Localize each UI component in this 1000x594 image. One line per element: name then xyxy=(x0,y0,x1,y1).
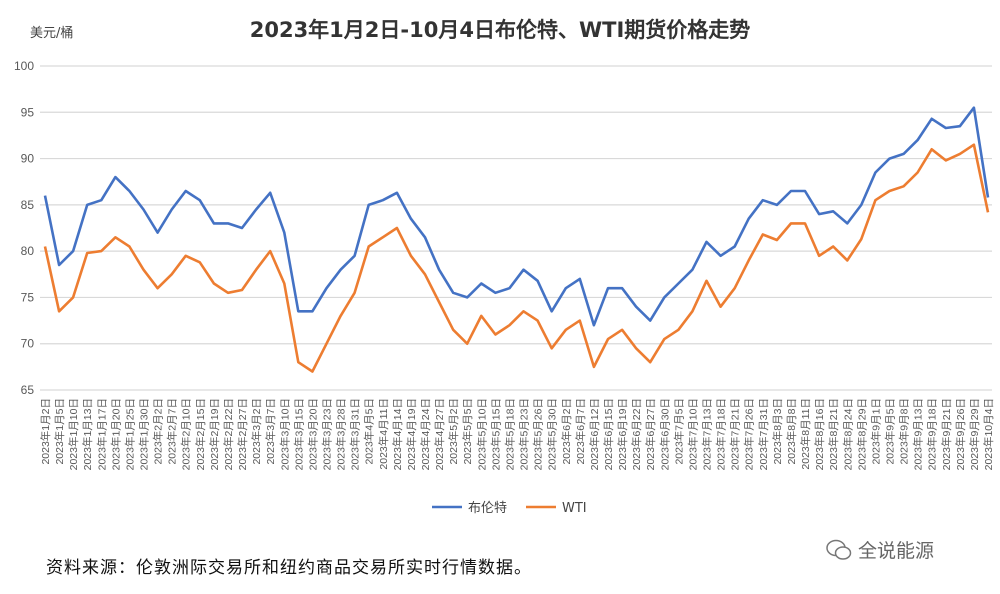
y-tick-label: 100 xyxy=(14,59,34,73)
x-tick-label: 2023年3月20日 xyxy=(306,398,319,470)
x-tick-label: 2023年5月10日 xyxy=(475,398,488,470)
x-tick-label: 2023年7月21日 xyxy=(729,398,742,470)
x-tick-label: 2023年6月12日 xyxy=(588,398,601,470)
x-tick-label: 2023年6月7日 xyxy=(574,398,587,465)
x-tick-label: 2023年4月11日 xyxy=(377,398,390,470)
x-tick-label: 2023年8月21日 xyxy=(827,398,840,470)
series-line-wti xyxy=(43,143,990,373)
x-tick-label: 2023年10月4日 xyxy=(982,398,995,470)
x-tick-label: 2023年1月17日 xyxy=(95,398,108,470)
x-tick-label: 2023年9月26日 xyxy=(954,398,967,470)
x-tick-label: 2023年7月10日 xyxy=(686,398,699,470)
x-tick-label: 2023年7月5日 xyxy=(672,398,685,465)
x-tick-label: 2023年1月5日 xyxy=(53,398,66,465)
x-tick-label: 2023年3月10日 xyxy=(278,398,291,470)
x-tick-label: 2023年1月2日 xyxy=(39,398,52,465)
x-tick-label: 2023年2月7日 xyxy=(166,398,179,465)
x-tick-label: 2023年9月5日 xyxy=(883,398,896,465)
x-tick-label: 2023年7月26日 xyxy=(743,398,756,470)
legend-label: WTI xyxy=(562,501,587,516)
x-tick-label: 2023年4月24日 xyxy=(419,398,432,470)
x-tick-label: 2023年9月1日 xyxy=(869,398,882,465)
x-tick-label: 2023年7月31日 xyxy=(757,398,770,470)
chart-title: 2023年1月2日-10月4日布伦特、WTI期货价格走势 xyxy=(249,18,751,42)
y-tick-label: 70 xyxy=(21,337,35,351)
y-tick-label: 75 xyxy=(21,290,35,304)
x-tick-label: 2023年9月29日 xyxy=(968,398,981,470)
x-tick-label: 2023年5月2日 xyxy=(447,398,460,465)
x-tick-label: 2023年1月20日 xyxy=(109,398,122,470)
x-tick-label: 2023年3月23日 xyxy=(320,398,333,470)
x-tick-label: 2023年7月18日 xyxy=(715,398,728,470)
x-tick-label: 2023年8月8日 xyxy=(785,398,798,465)
x-tick-label: 2023年1月10日 xyxy=(67,398,80,470)
legend-label: 布伦特 xyxy=(468,501,507,516)
x-tick-label: 2023年5月30日 xyxy=(546,398,559,470)
x-tick-label: 2023年3月28日 xyxy=(335,398,348,470)
x-tick-label: 2023年6月30日 xyxy=(658,398,671,470)
x-tick-label: 2023年9月18日 xyxy=(926,398,939,470)
x-tick-label: 2023年4月27日 xyxy=(433,398,446,470)
x-tick-label: 2023年3月15日 xyxy=(292,398,305,470)
x-tick-label: 2023年6月19日 xyxy=(616,398,629,470)
x-tick-label: 2023年9月8日 xyxy=(898,398,911,465)
x-tick-label: 2023年2月15日 xyxy=(194,398,207,470)
x-tick-label: 2023年2月2日 xyxy=(152,398,165,465)
x-tick-label: 2023年5月15日 xyxy=(489,398,502,470)
x-tick-label: 2023年4月14日 xyxy=(391,398,404,470)
y-axis-unit: 美元/桶 xyxy=(30,26,74,41)
y-tick-label: 65 xyxy=(21,383,35,397)
y-tick-label: 95 xyxy=(21,105,35,119)
x-tick-label: 2023年4月19日 xyxy=(405,398,418,470)
x-tick-label: 2023年8月24日 xyxy=(841,398,854,470)
x-tick-label: 2023年6月27日 xyxy=(644,398,657,470)
x-tick-label: 2023年3月7日 xyxy=(264,398,277,465)
x-tick-label: 2023年1月25日 xyxy=(123,398,136,470)
x-tick-label: 2023年1月30日 xyxy=(138,398,151,470)
x-tick-label: 2023年1月13日 xyxy=(81,398,94,470)
y-tick-label: 80 xyxy=(21,244,35,258)
x-tick-label: 2023年8月3日 xyxy=(771,398,784,465)
x-tick-label: 2023年5月23日 xyxy=(518,398,531,470)
source-note: 资料来源：伦敦洲际交易所和纽约商品交易所实时行情数据。 xyxy=(46,558,532,578)
x-tick-label: 2023年5月5日 xyxy=(461,398,474,465)
watermark: 全说能源 xyxy=(826,536,934,563)
x-tick-label: 2023年8月29日 xyxy=(855,398,868,470)
x-tick-label: 2023年6月22日 xyxy=(630,398,643,470)
x-tick-label: 2023年6月2日 xyxy=(560,398,573,465)
watermark-text: 全说能源 xyxy=(858,540,935,562)
x-tick-label: 2023年4月5日 xyxy=(363,398,376,465)
x-tick-label: 2023年3月31日 xyxy=(349,398,362,470)
x-tick-label: 2023年5月26日 xyxy=(532,398,545,470)
x-tick-label: 2023年8月11日 xyxy=(799,398,812,470)
y-tick-label: 90 xyxy=(21,152,35,166)
x-tick-label: 2023年8月16日 xyxy=(813,398,826,470)
x-tick-label: 2023年6月15日 xyxy=(602,398,615,470)
x-tick-label: 2023年2月27日 xyxy=(236,398,249,470)
series-line-brent xyxy=(43,106,990,327)
x-tick-label: 2023年2月22日 xyxy=(222,398,235,470)
x-tick-label: 2023年7月13日 xyxy=(701,398,714,470)
x-tick-label: 2023年2月19日 xyxy=(208,398,221,470)
x-tick-label: 2023年9月13日 xyxy=(912,398,925,470)
x-tick-label: 2023年3月2日 xyxy=(250,398,263,465)
x-tick-label: 2023年5月18日 xyxy=(503,398,516,470)
x-tick-label: 2023年9月21日 xyxy=(940,398,953,470)
y-tick-label: 85 xyxy=(21,198,35,212)
x-tick-label: 2023年2月10日 xyxy=(180,398,193,470)
wechat-icon xyxy=(826,539,852,560)
